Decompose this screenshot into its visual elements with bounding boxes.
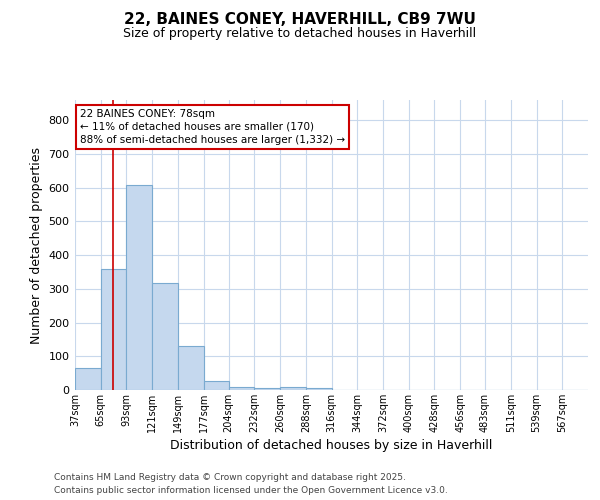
Y-axis label: Number of detached properties: Number of detached properties xyxy=(30,146,43,344)
Bar xyxy=(152,283,178,390)
Bar xyxy=(229,388,254,390)
Text: 22 BAINES CONEY: 78sqm
← 11% of detached houses are smaller (170)
88% of semi-de: 22 BAINES CONEY: 78sqm ← 11% of detached… xyxy=(80,108,345,145)
Text: Size of property relative to detached houses in Haverhill: Size of property relative to detached ho… xyxy=(124,28,476,40)
X-axis label: Distribution of detached houses by size in Haverhill: Distribution of detached houses by size … xyxy=(170,439,493,452)
Text: 22, BAINES CONEY, HAVERHILL, CB9 7WU: 22, BAINES CONEY, HAVERHILL, CB9 7WU xyxy=(124,12,476,28)
Bar xyxy=(178,346,204,390)
Bar xyxy=(127,185,152,390)
Bar xyxy=(280,388,306,390)
Bar xyxy=(254,388,280,390)
Bar xyxy=(306,388,331,390)
Bar xyxy=(75,368,101,390)
Bar xyxy=(101,268,127,390)
Text: Contains public sector information licensed under the Open Government Licence v3: Contains public sector information licen… xyxy=(54,486,448,495)
Bar xyxy=(204,380,229,390)
Text: Contains HM Land Registry data © Crown copyright and database right 2025.: Contains HM Land Registry data © Crown c… xyxy=(54,472,406,482)
